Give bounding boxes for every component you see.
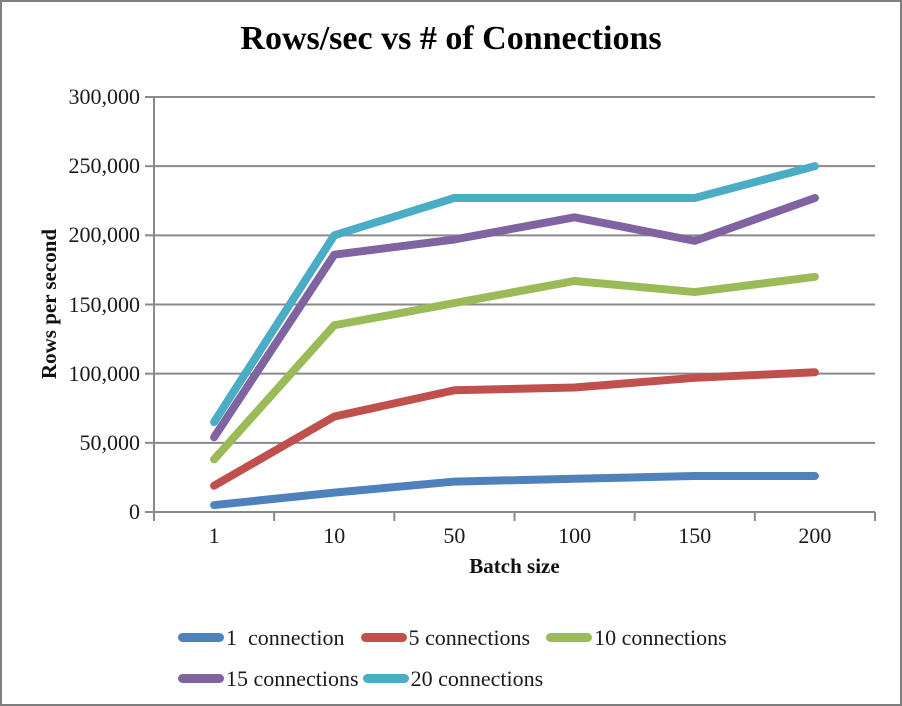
y-tick-label: 200,000 [68,222,141,248]
legend-item-1-connection: 1 connection [178,625,345,651]
legend-item-20-connections: 20 connections [362,665,544,692]
series-line-5-connections [210,368,819,490]
y-tick-label: 0 [129,499,140,524]
legend-label: 5 connections [408,624,531,650]
legend-row: 1 connection 5 connections 10 connections [178,622,727,653]
legend-swatch-icon [178,633,224,642]
legend-label: 15 connections [226,665,359,691]
series-line-10-connections [210,272,819,464]
series-line-20-connections [210,162,819,427]
y-tick-label: 250,000 [68,153,141,179]
legend-label: 10 connections [594,624,727,650]
y-tick-label: 150,000 [68,291,141,317]
x-tick-label: 50 [443,523,466,548]
y-tick-label: 50,000 [79,429,141,455]
legend-label: 20 connections [410,665,544,691]
legend-swatch-icon [360,633,407,642]
x-tick-label: 1 [208,523,220,548]
y-tick-label: 100,000 [68,360,141,386]
y-axis-title: Rows per second [37,228,61,380]
x-axis-title: Batch size [469,554,560,578]
x-tick-label: 200 [798,523,832,548]
legend-swatch-icon [362,674,409,683]
legend-item-15-connections: 15 connections [178,666,359,692]
legend: 1 connection 5 connections 10 connections 1… [178,622,727,694]
x-tick-label: 100 [558,523,592,548]
x-tick-label: 10 [323,523,346,548]
chart-title: Rows/sec vs # of Connections [240,20,662,57]
series-line-15-connections [210,193,819,442]
x-tick-label: 150 [678,523,712,548]
legend-label: 1 connection [226,624,345,650]
y-tick-label: 300,000 [68,84,141,109]
series-line-1-connection [210,472,819,510]
legend-swatch-icon [178,674,224,683]
legend-item-5-connections: 5 connections [360,624,531,651]
legend-item-10-connections: 10 connections [546,625,727,651]
legend-swatch-icon [546,633,593,642]
legend-row: 15 connections 20 connections [178,663,727,694]
